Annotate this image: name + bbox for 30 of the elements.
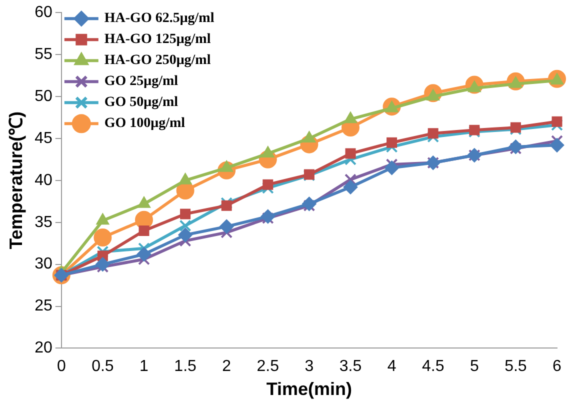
y-tick-label: 45 <box>34 130 52 147</box>
y-tick-label: 40 <box>34 172 52 189</box>
legend-label: HA-GO 62.5μg/ml <box>104 11 214 26</box>
x-tick-label: 5 <box>470 358 479 376</box>
y-axis-title: Temperature(℃) <box>6 112 26 250</box>
y-tick-label: 60 <box>34 4 52 22</box>
x-tick-label: 4 <box>387 358 396 376</box>
x-tick-label: 6 <box>552 358 562 376</box>
y-tick-label: 30 <box>34 256 52 273</box>
x-tick-label: 3.5 <box>339 358 362 376</box>
y-tick-label: 25 <box>34 298 52 315</box>
x-tick-label: 5.5 <box>504 358 527 376</box>
y-tick-label: 35 <box>34 214 52 231</box>
y-tick-label: 20 <box>34 340 52 357</box>
x-tick-label: 3 <box>304 358 314 376</box>
x-tick-label: 0.5 <box>92 358 114 376</box>
legend-label: GO 50μg/ml <box>104 95 178 110</box>
legend-label: GO 100μg/ml <box>104 116 186 132</box>
y-tick-label: 55 <box>34 46 52 63</box>
x-tick-label: 0 <box>56 358 66 376</box>
x-tick-label: 2.5 <box>256 358 280 376</box>
x-tick-label: 1.5 <box>174 358 197 376</box>
x-axis-title: Time(min) <box>266 379 352 400</box>
x-tick-label: 1 <box>140 358 149 376</box>
legend-label: HA-GO 125μg/ml <box>104 32 211 48</box>
legend-label: GO 25μg/ml <box>104 74 178 90</box>
y-tick-label: 50 <box>34 88 52 105</box>
x-tick-label: 4.5 <box>422 358 444 376</box>
legend-label: HA-GO 250μg/ml <box>104 53 211 68</box>
x-tick-label: 2 <box>222 358 232 376</box>
